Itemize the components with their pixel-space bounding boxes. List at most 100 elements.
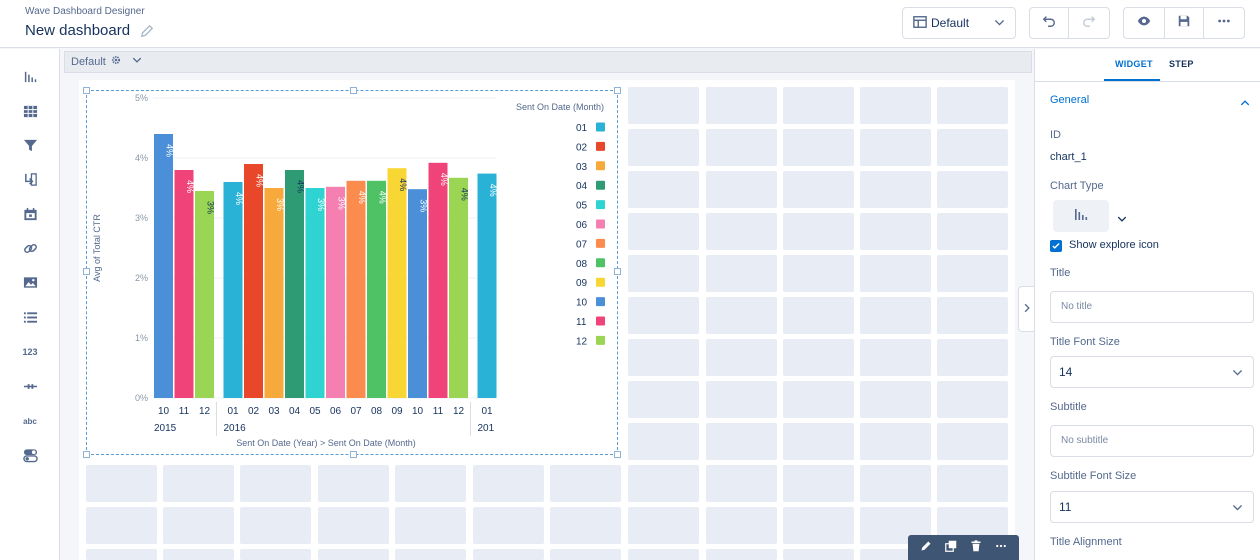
page-selector[interactable]: Default	[64, 51, 1032, 73]
x-tick-label: 11	[433, 406, 444, 417]
grid-cell	[550, 507, 621, 544]
section-general[interactable]: General	[1050, 94, 1090, 106]
number-icon[interactable]: 123	[22, 347, 38, 357]
grid-cell	[783, 381, 854, 418]
x-tick-label: 10	[412, 406, 424, 417]
bar	[449, 177, 468, 398]
grid-cell	[937, 255, 1008, 292]
title-label: Title	[1050, 267, 1071, 279]
legend-label: 12	[576, 336, 588, 347]
undo-icon	[1042, 14, 1056, 33]
grid-cell	[706, 381, 777, 418]
title-alignment-label: Title Alignment	[1050, 536, 1122, 548]
x-tick-label: 09	[391, 406, 403, 417]
edit-title-icon[interactable]	[140, 24, 154, 38]
x-tick-label: 04	[289, 406, 301, 417]
compare-table-icon[interactable]	[20, 169, 40, 189]
grid-cell	[937, 87, 1008, 124]
grid-cell	[473, 507, 544, 544]
title-font-size-value: 14	[1059, 365, 1073, 379]
grid-cell	[706, 129, 777, 166]
grid-cell	[628, 423, 699, 460]
toggle-icon[interactable]	[20, 445, 40, 465]
grid-cell	[86, 507, 157, 544]
layout-select[interactable]: Default	[902, 7, 1016, 39]
date-icon[interactable]	[20, 204, 40, 224]
legend-label: 10	[576, 298, 588, 309]
bar-value-label: 3%	[316, 198, 326, 211]
collapse-panel-button[interactable]	[1018, 286, 1034, 332]
grid-cell	[706, 87, 777, 124]
properties-panel: WIDGET STEP General ID chart_1 Chart Typ…	[1034, 49, 1260, 560]
title-font-size-select[interactable]: 14	[1050, 356, 1254, 388]
legend-swatch	[596, 258, 605, 268]
show-explore-label: Show explore icon	[1069, 239, 1159, 251]
resize-handle[interactable]	[614, 268, 621, 275]
bar-chart: 0% 1% 2% 3% 4% 5% Avg of Total CTR 4% 10 4% 11 3% 12…	[92, 93, 605, 448]
range-icon[interactable]	[20, 376, 40, 396]
chart-type-button[interactable]	[1053, 200, 1109, 232]
list-icon[interactable]	[20, 307, 40, 327]
resize-handle[interactable]	[614, 87, 621, 94]
undo-button[interactable]	[1029, 7, 1069, 39]
legend-label: 08	[576, 259, 588, 270]
grid-cell	[783, 171, 854, 208]
layout-icon	[913, 15, 927, 32]
bar	[346, 180, 366, 398]
link-icon[interactable]	[20, 238, 40, 258]
x-axis-title: Sent On Date (Year) > Sent On Date (Mont…	[236, 438, 416, 448]
text-icon[interactable]: abc	[23, 416, 37, 426]
grid-cell	[937, 423, 1008, 460]
legend-swatch	[596, 200, 605, 210]
app-name: Wave Dashboard Designer	[25, 6, 145, 17]
grid-cell	[783, 423, 854, 460]
bar-chart-icon[interactable]	[20, 66, 40, 86]
chevron-down-icon[interactable]	[132, 52, 142, 72]
redo-button[interactable]	[1068, 7, 1110, 39]
table-icon[interactable]	[20, 101, 40, 121]
legend-label: 05	[576, 201, 588, 212]
subtitle-font-size-select[interactable]: 11	[1050, 491, 1254, 523]
chart-type-label: Chart Type	[1050, 180, 1104, 192]
grid-cell	[550, 465, 621, 502]
more-icon[interactable]	[995, 539, 1007, 557]
legend-swatch	[596, 219, 605, 229]
legend-swatch	[596, 122, 605, 132]
chevron-up-icon[interactable]	[1240, 95, 1250, 113]
image-icon[interactable]	[20, 272, 40, 292]
tab-widget[interactable]: WIDGET	[1115, 59, 1153, 69]
bar-value-label: 4%	[398, 178, 408, 191]
gear-icon[interactable]	[111, 52, 121, 72]
delete-icon[interactable]	[970, 539, 982, 557]
resize-handle[interactable]	[350, 451, 357, 458]
grid-cell	[628, 213, 699, 250]
subtitle-input[interactable]: No subtitle	[1050, 425, 1254, 457]
grid-cell	[395, 549, 466, 560]
resize-handle[interactable]	[83, 451, 90, 458]
save-button[interactable]	[1164, 7, 1204, 39]
resize-handle[interactable]	[83, 268, 90, 275]
more-actions-button[interactable]	[1203, 7, 1245, 39]
x-tick-label: 10	[158, 406, 170, 417]
resize-handle[interactable]	[614, 451, 621, 458]
grid-cell	[240, 507, 311, 544]
tab-step[interactable]: STEP	[1169, 59, 1194, 69]
tab-underline	[1104, 79, 1160, 81]
preview-button[interactable]	[1123, 7, 1165, 39]
title-font-size-label: Title Font Size	[1050, 336, 1120, 348]
x-tick-label: 01	[481, 406, 493, 417]
title-input[interactable]: No title	[1050, 291, 1254, 323]
clone-icon[interactable]	[945, 539, 957, 557]
x-tick-label: 01	[227, 406, 239, 417]
resize-handle[interactable]	[350, 87, 357, 94]
id-value: chart_1	[1050, 151, 1087, 163]
bar	[428, 162, 448, 398]
edit-icon[interactable]	[920, 539, 932, 557]
subtitle-font-size-label: Subtitle Font Size	[1050, 470, 1137, 482]
chevron-down-icon[interactable]	[1117, 211, 1127, 229]
filter-icon[interactable]	[20, 135, 40, 155]
show-explore-checkbox[interactable]	[1050, 240, 1062, 252]
resize-handle[interactable]	[83, 87, 90, 94]
dashboard-title[interactable]: New dashboard	[25, 22, 131, 39]
x-tick-label: 12	[453, 406, 465, 417]
